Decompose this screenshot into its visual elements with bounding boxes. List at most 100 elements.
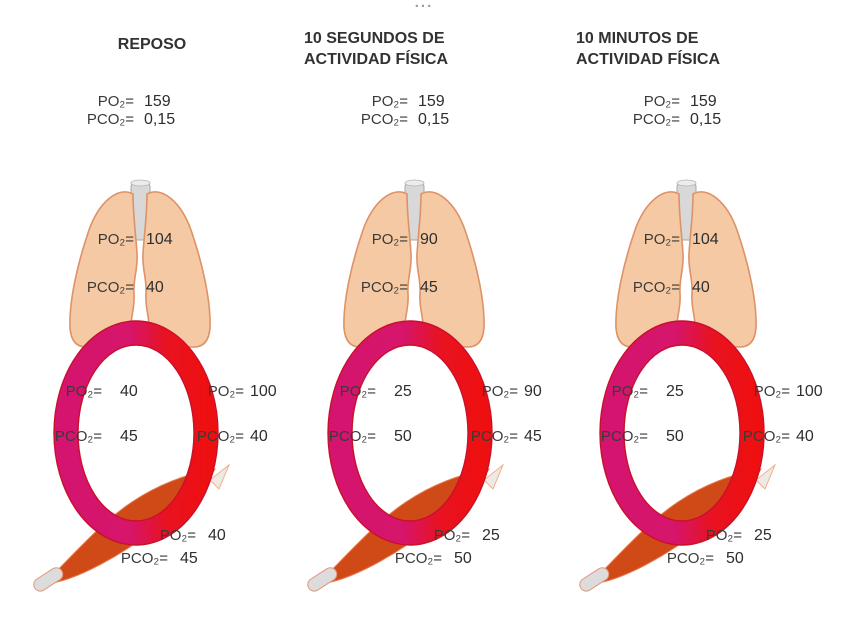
- muscle-pco2: PCO₂= 50: [660, 550, 744, 568]
- arterial-pco2: PCO₂= 40: [736, 428, 814, 446]
- panel-title-line1: 10 SEGUNDOS DE: [304, 30, 445, 47]
- alveolar-pco2: PCO₂= 40: [76, 279, 164, 297]
- alveolar-pco2-label: PCO₂=: [360, 279, 408, 296]
- alveolar-po2: PO₂= 104: [76, 231, 173, 249]
- inspired-pco2-label: PCO₂=: [632, 111, 680, 128]
- muscle-po2-label: PO₂=: [433, 527, 470, 544]
- venous-pco2-label: PCO₂=: [600, 428, 648, 445]
- muscle-po2: PO₂= 25: [688, 527, 772, 545]
- arterial-pco2-label: PCO₂=: [470, 428, 518, 445]
- inspired-pco2-label: PCO₂=: [360, 111, 408, 128]
- arterial-pco2: PCO₂= 40: [190, 428, 268, 446]
- inspired-pco2-value: 0,15: [144, 111, 176, 128]
- alveolar-po2-label: PO₂=: [371, 231, 408, 248]
- arterial-pco2-label: PCO₂=: [196, 428, 244, 445]
- arterial-pco2-value: 40: [250, 428, 268, 445]
- panel-10-minutos: 10 MINUTOS DE ACTIVIDAD FÍSICA PO₂= 159 …: [560, 0, 832, 636]
- venous-po2: PO₂= 40: [42, 383, 138, 401]
- venous-pco2-value: 50: [394, 428, 412, 445]
- venous-pco2: PCO₂= 45: [42, 428, 138, 446]
- venous-pco2: PCO₂= 50: [588, 428, 684, 446]
- muscle-tendon-left: [307, 567, 338, 592]
- inspired-po2-value: 159: [144, 93, 171, 110]
- inspired-pco2-label: PCO₂=: [86, 111, 134, 128]
- alveolar-pco2: PCO₂= 45: [350, 279, 438, 297]
- inspired-po2-label: PO₂=: [371, 93, 408, 110]
- circulation-ring-icon: [599, 320, 765, 546]
- muscle-tendon-right: [209, 463, 231, 490]
- circulation-ring-icon: [53, 320, 219, 546]
- alveolar-pco2-label: PCO₂=: [86, 279, 134, 296]
- muscle-tendon-right: [755, 463, 777, 490]
- muscle-po2: PO₂= 25: [416, 527, 500, 545]
- muscle-pco2-label: PCO₂=: [394, 550, 442, 567]
- alveolar-pco2: PCO₂= 40: [622, 279, 710, 297]
- arterial-po2-value: 100: [796, 383, 823, 400]
- inspired-po2-label: PO₂=: [97, 93, 134, 110]
- alveolar-po2-value: 104: [146, 231, 173, 248]
- arterial-pco2-value: 40: [796, 428, 814, 445]
- muscle-po2: PO₂= 40: [142, 527, 226, 545]
- inspired-po2: PO₂= 159: [622, 93, 717, 111]
- venous-pco2-label: PCO₂=: [54, 428, 102, 445]
- arterial-po2: PO₂= 100: [190, 383, 277, 401]
- venous-po2-value: 25: [666, 383, 684, 400]
- inspired-po2-value: 159: [418, 93, 445, 110]
- panel-title: 10 SEGUNDOS DE ACTIVIDAD FÍSICA: [304, 28, 548, 70]
- muscle-pco2-value: 50: [454, 550, 472, 567]
- alveolar-po2: PO₂= 90: [350, 231, 438, 249]
- inspired-po2: PO₂= 159: [350, 93, 445, 111]
- inspired-po2-label: PO₂=: [643, 93, 680, 110]
- muscle-pco2-value: 50: [726, 550, 744, 567]
- panel-title: 10 MINUTOS DE ACTIVIDAD FÍSICA: [576, 28, 820, 70]
- panel-title-line1: REPOSO: [117, 36, 187, 53]
- alveolar-po2-label: PO₂=: [643, 231, 680, 248]
- arterial-po2-value: 100: [250, 383, 277, 400]
- venous-pco2-label: PCO₂=: [328, 428, 376, 445]
- panel-title-line2: ACTIVIDAD FÍSICA: [304, 51, 448, 68]
- venous-po2-value: 25: [394, 383, 412, 400]
- inspired-pco2: PCO₂= 0,15: [76, 111, 175, 129]
- panel-title: REPOSO: [30, 34, 274, 55]
- arterial-po2-label: PO₂=: [753, 383, 790, 400]
- venous-po2-label: PO₂=: [611, 383, 648, 400]
- arterial-pco2-value: 45: [524, 428, 542, 445]
- arterial-po2: PO₂= 100: [736, 383, 823, 401]
- ellipsis-indicator: ...: [414, 0, 434, 11]
- lungs-icon: [69, 191, 211, 348]
- inspired-pco2-value: 0,15: [690, 111, 722, 128]
- venous-pco2-value: 45: [120, 428, 138, 445]
- muscle-pco2: PCO₂= 50: [388, 550, 472, 568]
- panel-10-segundos: 10 SEGUNDOS DE ACTIVIDAD FÍSICA PO₂= 159…: [288, 0, 560, 636]
- muscle-pco2-label: PCO₂=: [666, 550, 714, 567]
- inspired-pco2-value: 0,15: [418, 111, 450, 128]
- inspired-pco2: PCO₂= 0,15: [622, 111, 721, 129]
- alveolar-po2-value: 90: [420, 231, 438, 248]
- panel-reposo: REPOSO PO₂= 159 PCO₂= 0,15: [14, 0, 286, 636]
- muscle-po2-label: PO₂=: [705, 527, 742, 544]
- arterial-po2-label: PO₂=: [481, 383, 518, 400]
- muscle-tendon-left: [579, 567, 610, 592]
- lungs-icon: [615, 191, 757, 348]
- muscle-po2-value: 40: [208, 527, 226, 544]
- venous-pco2-value: 50: [666, 428, 684, 445]
- alveolar-po2: PO₂= 104: [622, 231, 719, 249]
- arterial-po2-value: 90: [524, 383, 542, 400]
- venous-po2: PO₂= 25: [316, 383, 412, 401]
- panel-title-line2: ACTIVIDAD FÍSICA: [576, 51, 720, 68]
- inspired-po2-value: 159: [690, 93, 717, 110]
- alveolar-po2-label: PO₂=: [97, 231, 134, 248]
- panel-title-line1: 10 MINUTOS DE: [576, 30, 699, 47]
- venous-po2-label: PO₂=: [339, 383, 376, 400]
- physiology-figure: [307, 179, 505, 592]
- venous-po2: PO₂= 25: [588, 383, 684, 401]
- alveolar-pco2-value: 40: [146, 279, 164, 296]
- physiology-figure: [579, 179, 777, 592]
- venous-pco2: PCO₂= 50: [316, 428, 412, 446]
- physiology-figure: [33, 179, 231, 592]
- alveolar-pco2-label: PCO₂=: [632, 279, 680, 296]
- arterial-pco2-label: PCO₂=: [742, 428, 790, 445]
- arterial-po2: PO₂= 90: [464, 383, 542, 401]
- circulation-ring-icon: [327, 320, 493, 546]
- muscle-pco2-value: 45: [180, 550, 198, 567]
